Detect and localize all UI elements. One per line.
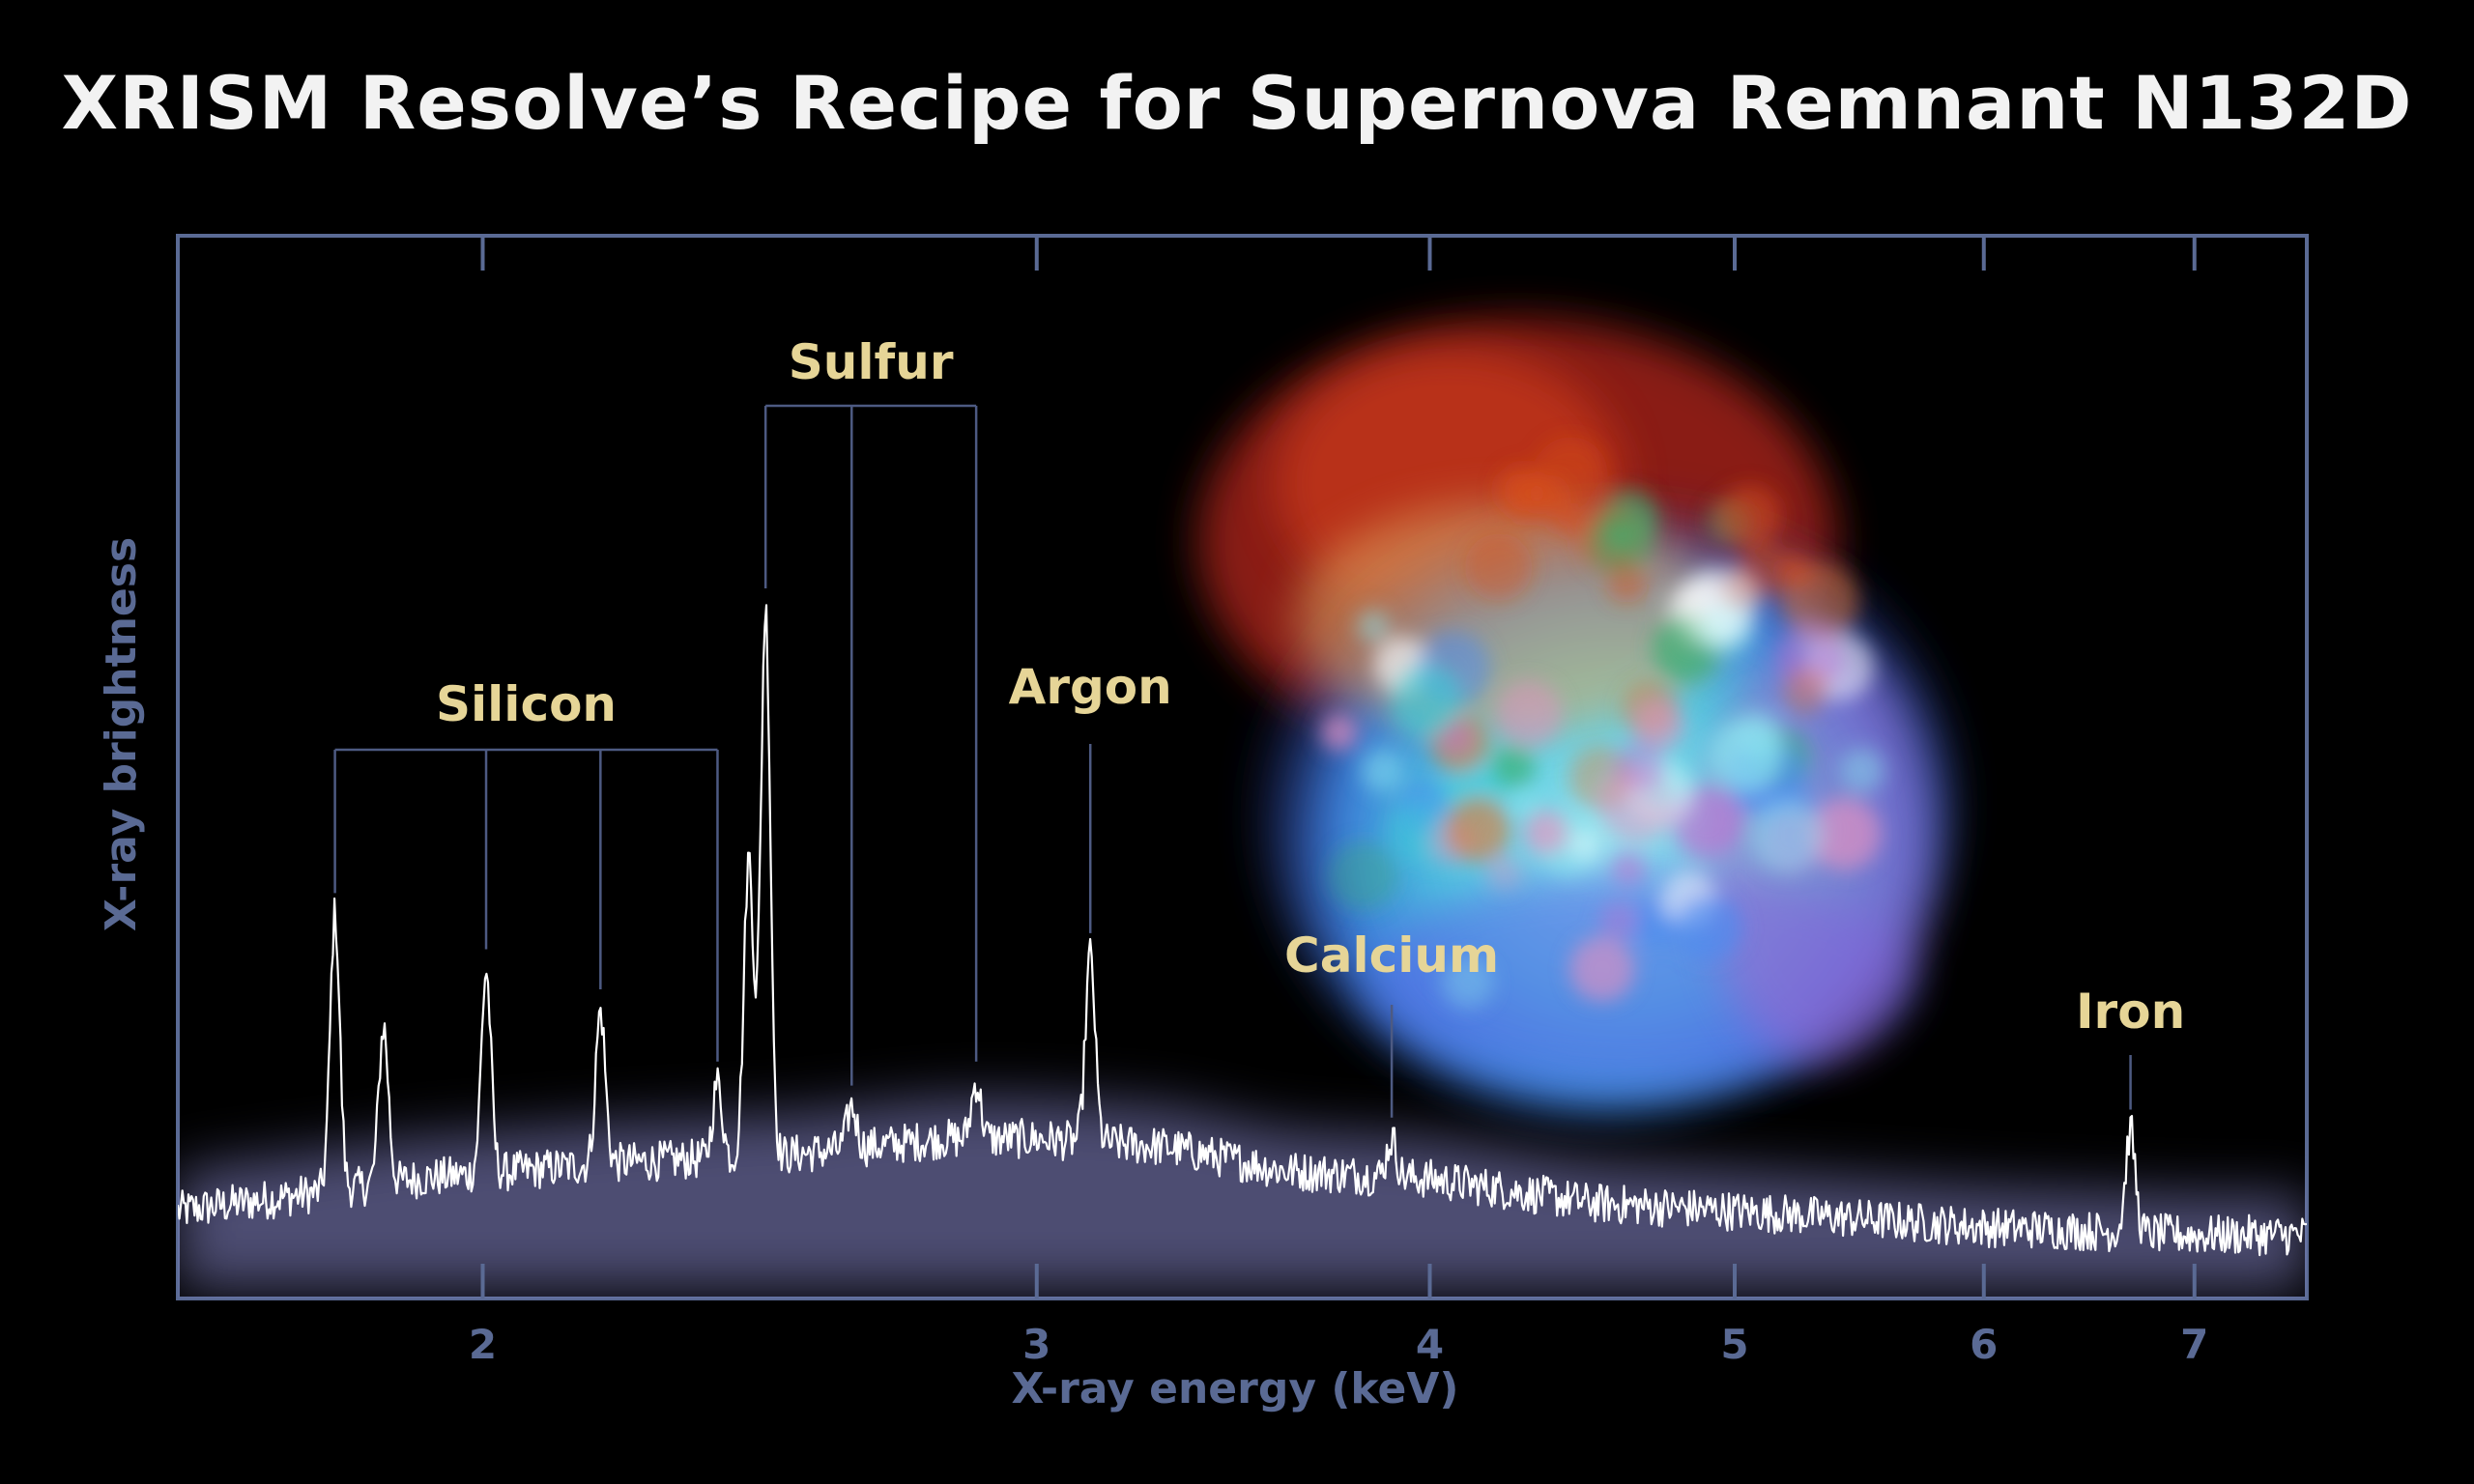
- supernova-remnant-image: [1198, 319, 1952, 1111]
- remnant-patch: [1533, 437, 1608, 512]
- x-tick-label: 4: [1416, 1321, 1444, 1368]
- x-tick-label: 3: [1022, 1321, 1050, 1368]
- remnant-patch: [1523, 810, 1568, 855]
- x-tick-label: 2: [469, 1321, 497, 1368]
- remnant-patch: [1751, 800, 1823, 872]
- remnant-patch: [1587, 508, 1654, 576]
- remnant-patch: [1616, 740, 1666, 790]
- remnant-patch: [1676, 894, 1742, 961]
- plot-frame: [176, 234, 2309, 1300]
- spectrum-line: [178, 604, 2307, 1257]
- annotation-silicon: Silicon: [333, 676, 719, 1062]
- annotation-calcium: Calcium: [1284, 928, 1499, 1118]
- y-axis-label: X-ray brightness: [97, 537, 146, 931]
- remnant-patch: [1718, 484, 1781, 547]
- annotation-sulfur: Sulfur: [763, 334, 978, 1086]
- remnant-patch: [1509, 788, 1538, 816]
- remnant-patch: [1808, 797, 1882, 870]
- element-annotations: Silicon Sulfur Argon Calcium Iron: [333, 334, 2185, 1118]
- x-axis-ticks: 2 3 4 5 6 7: [469, 236, 2208, 1368]
- x-tick-label: 7: [2180, 1321, 2208, 1368]
- remnant-patch: [1495, 680, 1563, 748]
- remnant-patch: [1633, 699, 1685, 752]
- remnant-patch: [1320, 714, 1358, 752]
- annotation-label: Iron: [2076, 984, 2185, 1040]
- remnant-patch: [1782, 668, 1829, 715]
- remnant-patch: [1839, 747, 1885, 793]
- spectrum-series: [178, 604, 2307, 1257]
- remnant-patch: [1445, 796, 1510, 863]
- remnant-patch: [1734, 710, 1783, 759]
- remnant-patch: [1441, 956, 1494, 1010]
- annotation-label: Sulfur: [789, 334, 954, 390]
- annotation-argon: Argon: [1009, 659, 1172, 933]
- remnant-patch: [1779, 553, 1813, 587]
- remnant-patch: [1464, 533, 1533, 602]
- annotation-iron: Iron: [2076, 984, 2185, 1110]
- remnant-patch: [1491, 745, 1536, 789]
- remnant-patch: [1328, 842, 1398, 911]
- remnant-patch: [1356, 609, 1391, 643]
- remnant-patch: [1485, 853, 1523, 891]
- remnant-patch: [1389, 665, 1462, 737]
- continuum-glow: [178, 1099, 2307, 1290]
- annotation-label: Calcium: [1284, 928, 1499, 984]
- x-axis-label: X-ray energy (keV): [1011, 1364, 1458, 1413]
- annotation-label: Argon: [1009, 659, 1172, 715]
- remnant-patch: [1360, 749, 1404, 792]
- x-tick-label: 6: [1970, 1321, 1998, 1368]
- x-tick-label: 5: [1720, 1321, 1748, 1368]
- continuum-glow-band: [178, 1099, 2307, 1290]
- remnant-patch: [1606, 562, 1648, 604]
- remnant-patch: [1611, 852, 1646, 886]
- chart-title: XRISM Resolve’s Recipe for Supernova Rem…: [61, 60, 2413, 146]
- annotation-label: Silicon: [436, 676, 617, 732]
- remnant-patch: [1568, 830, 1600, 861]
- remnant-patch: [1680, 566, 1758, 644]
- remnant-patch: [1599, 900, 1639, 940]
- remnant-patch: [1569, 936, 1635, 1002]
